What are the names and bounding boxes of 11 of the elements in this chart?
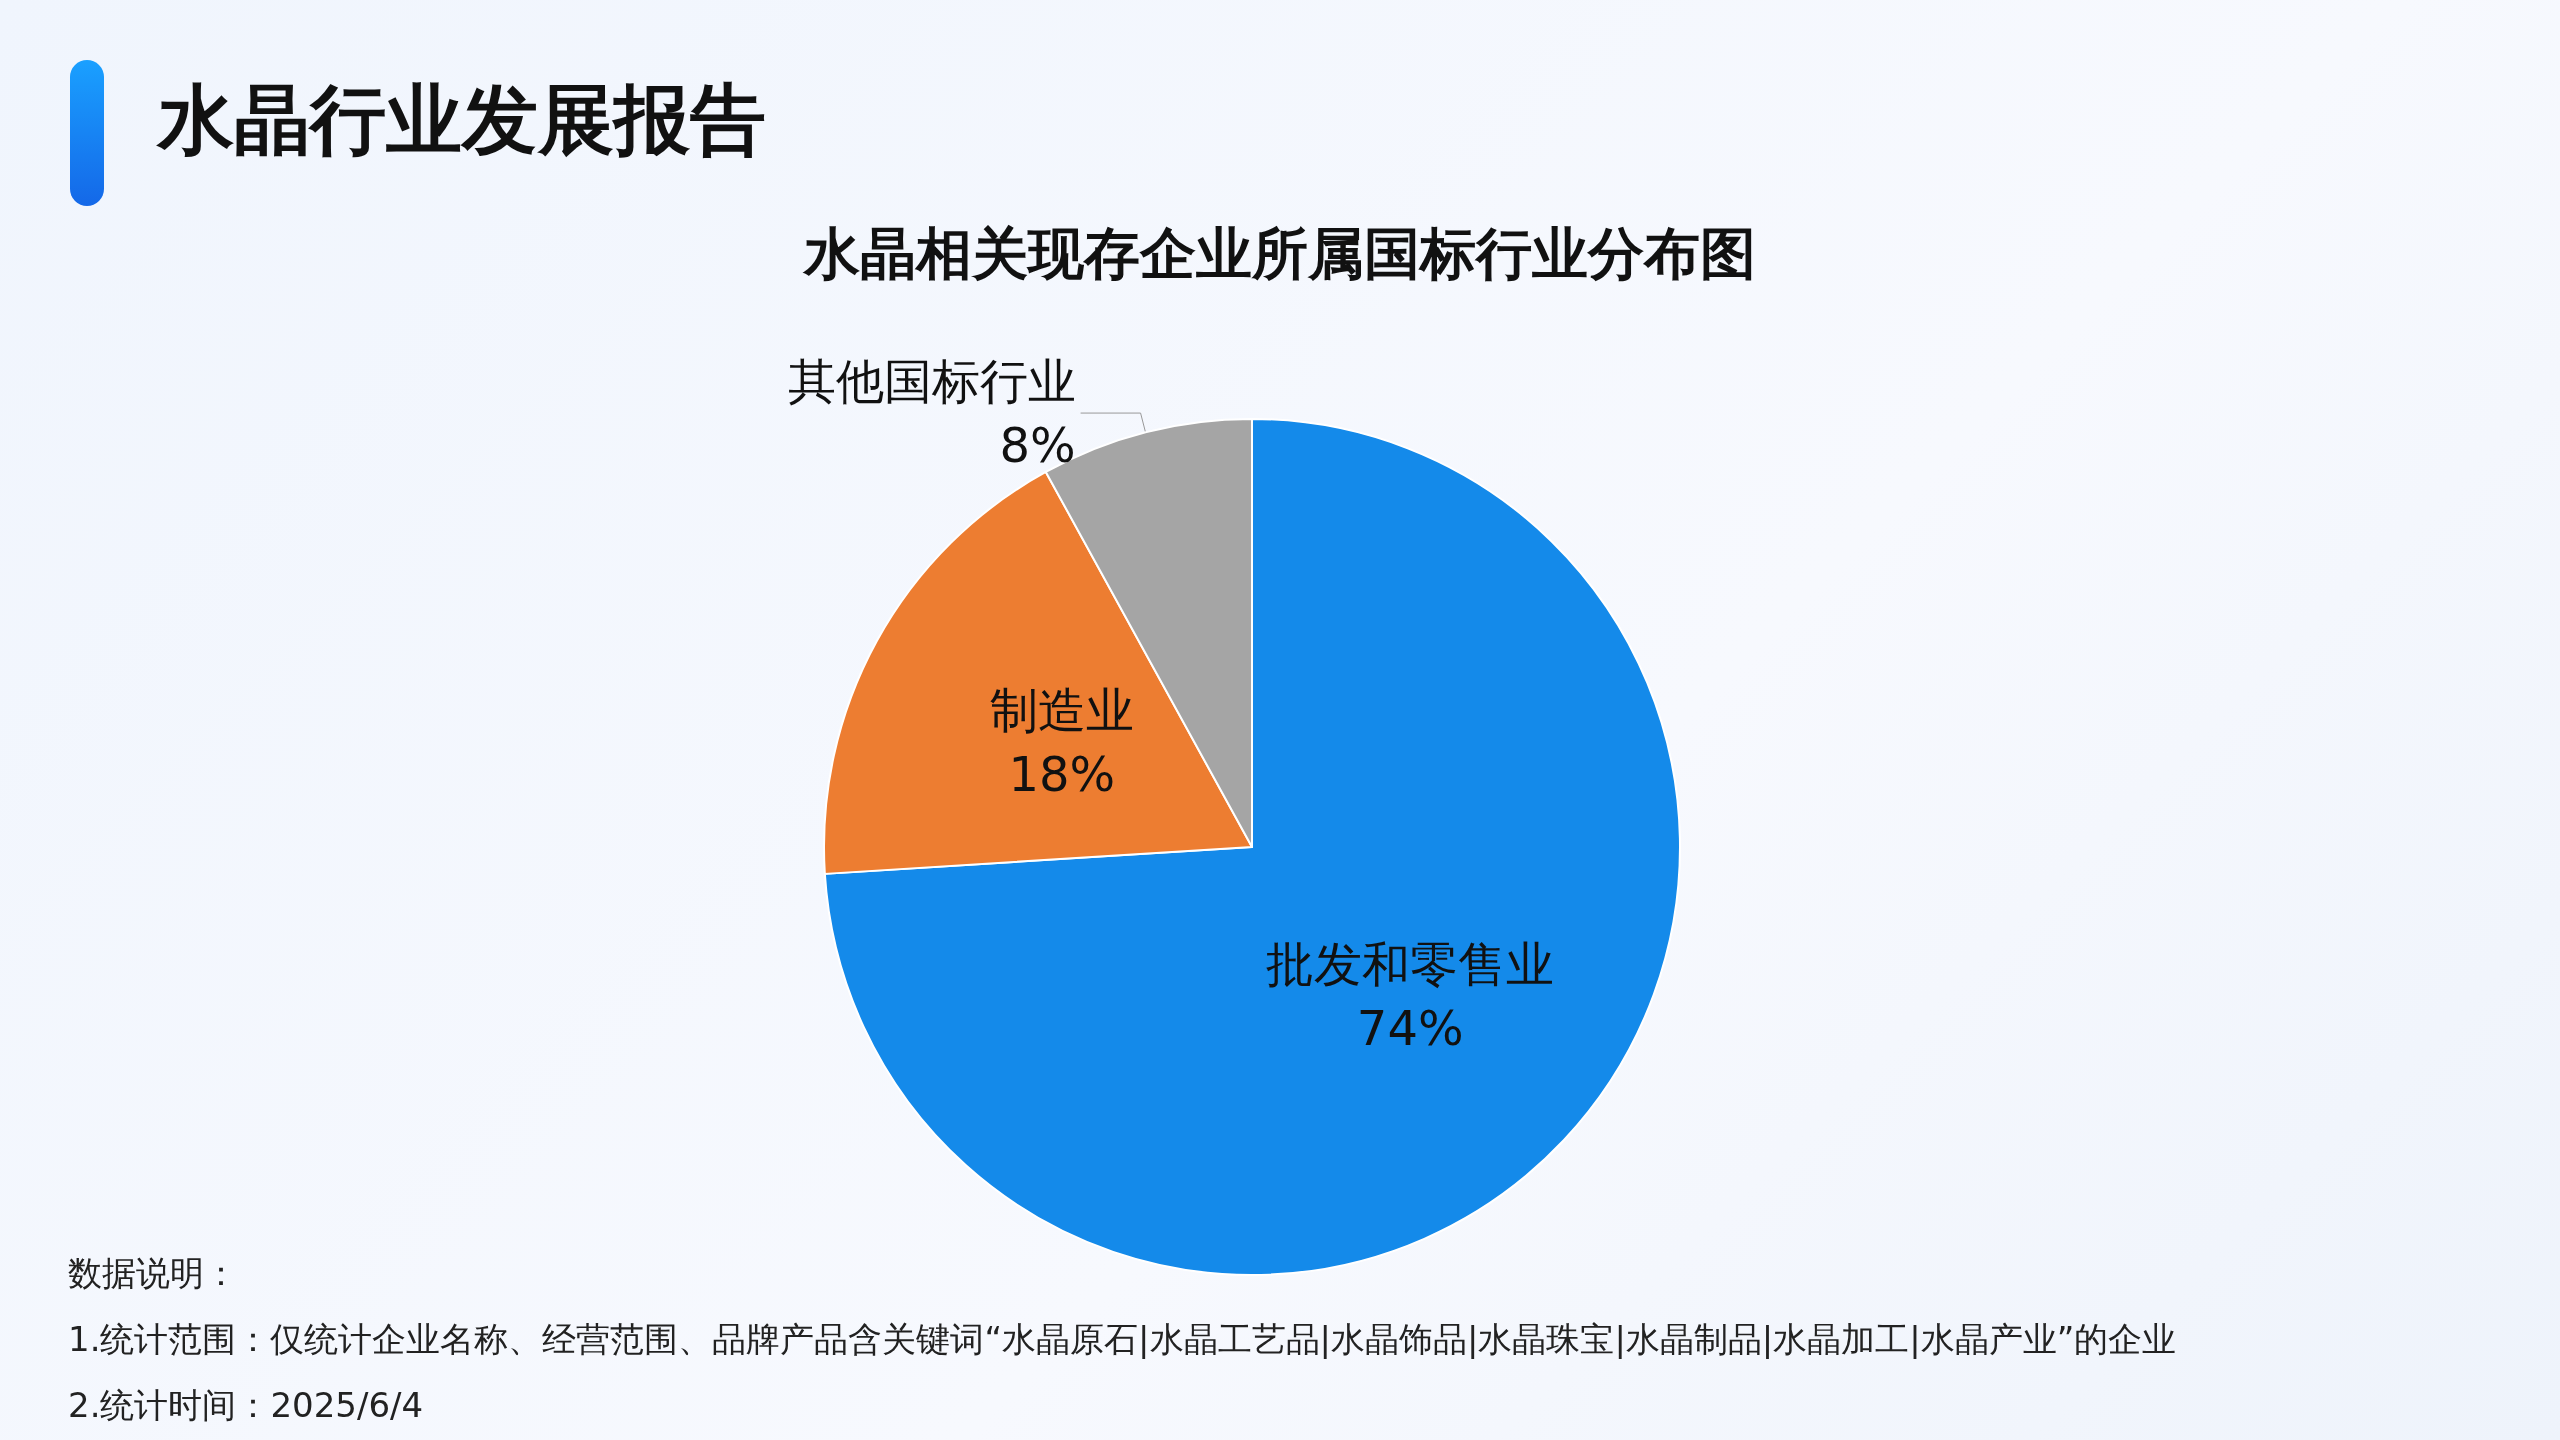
slice-label: 其他国标行业 (787, 353, 1076, 410)
text: 2.统计时间：2025/6/4 (68, 1384, 425, 1427)
text: 1.统计范围：仅统计企业名称、经营范围、品牌产品含关键词“水晶原石|水晶工艺品|水晶饰品|水晶珠宝|水晶制品|水晶加工|水晶产业”的企业 (68, 1318, 2177, 1361)
slice-label: 制造业 (989, 682, 1134, 739)
chart-subtitle: 水晶相关现存企业所属国标行业分布图 (802, 220, 1756, 286)
slice-label: 批发和零售业 (1266, 935, 1555, 992)
data-label: 8% (999, 417, 1076, 474)
data-label: 74% (1356, 999, 1464, 1056)
data-label: 18% (1008, 746, 1116, 803)
chart-title: 水晶行业发展报告 (158, 74, 766, 166)
text: 数据说明： (68, 1252, 239, 1295)
